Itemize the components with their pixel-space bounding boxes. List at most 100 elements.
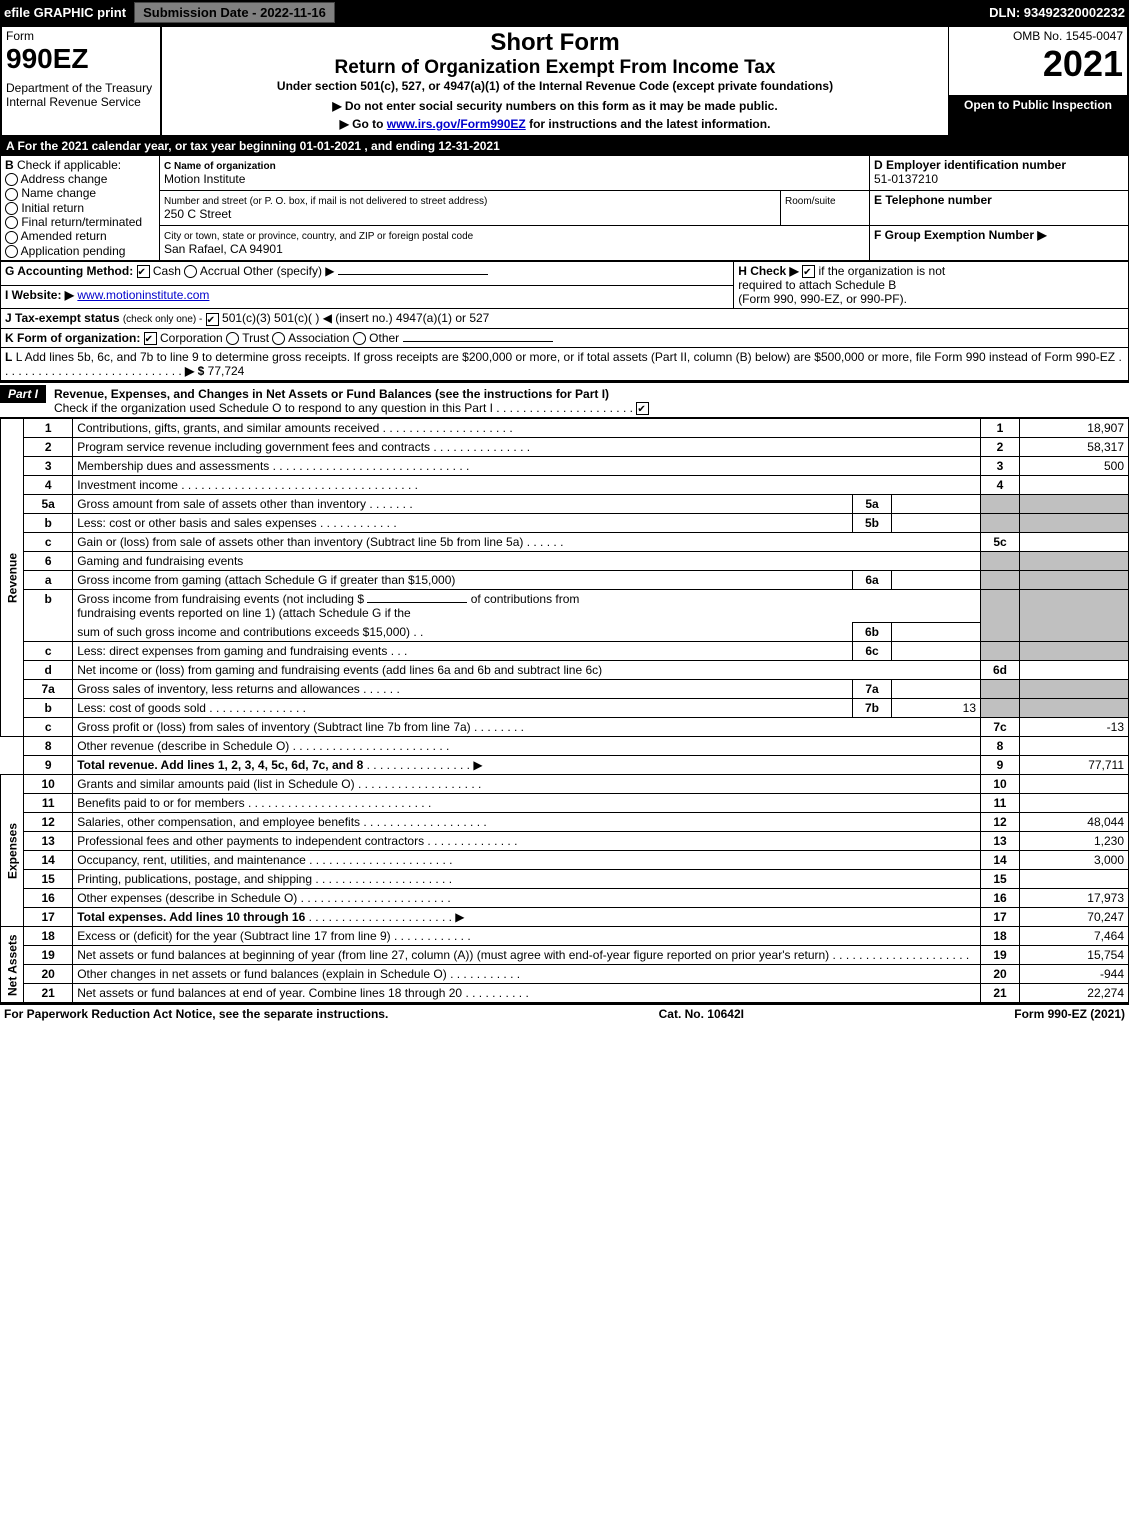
line-6a-subval xyxy=(892,571,981,590)
under-section: Under section 501(c), 527, or 4947(a)(1)… xyxy=(166,79,944,93)
line-6c-num: c xyxy=(24,642,73,661)
line-7a-sub: 7a xyxy=(853,680,892,699)
line-6-grey xyxy=(981,552,1020,571)
501c3-checkbox[interactable] xyxy=(206,313,219,326)
line-5a-subval xyxy=(892,495,981,514)
goto-prefix: ▶ Go to xyxy=(340,117,387,131)
line-11-ln: 11 xyxy=(981,794,1020,813)
section-l-arrow: ▶ $ xyxy=(185,364,204,378)
line-7c-val: -13 xyxy=(1020,718,1129,737)
line-7c-num: c xyxy=(24,718,73,737)
line-6c-grey-val xyxy=(1020,642,1129,661)
netassets-vertical-label: Net Assets xyxy=(1,927,24,1003)
line-15-num: 15 xyxy=(24,870,73,889)
h-checkbox[interactable] xyxy=(802,265,815,278)
line-6b-grey xyxy=(981,590,1020,642)
line-16-desc: Other expenses (describe in Schedule O) xyxy=(77,891,297,905)
section-e-label: E Telephone number xyxy=(874,193,992,207)
trust-checkbox[interactable] xyxy=(226,332,239,345)
room-suite-label: Room/suite xyxy=(785,196,836,207)
line-5a-sub: 5a xyxy=(853,495,892,514)
website-link[interactable]: www.motioninstitute.com xyxy=(77,288,209,302)
address-change-checkbox[interactable] xyxy=(5,173,18,186)
irs-link[interactable]: www.irs.gov/Form990EZ xyxy=(387,117,526,131)
line-1-num: 1 xyxy=(24,419,73,438)
line-3-desc: Membership dues and assessments xyxy=(77,459,269,473)
line-6b-input[interactable] xyxy=(367,602,467,603)
line-19-val: 15,754 xyxy=(1020,946,1129,965)
line-6c-grey xyxy=(981,642,1020,661)
section-b-label: B xyxy=(5,158,14,172)
line-19-desc: Net assets or fund balances at beginning… xyxy=(77,948,829,962)
line-6b-desc3: fundraising events reported on line 1) (… xyxy=(77,606,411,620)
line-6a-grey xyxy=(981,571,1020,590)
footer-left: For Paperwork Reduction Act Notice, see … xyxy=(4,1007,388,1021)
line-6-grey-val xyxy=(1020,552,1129,571)
line-17-desc: Total expenses. Add lines 10 through 16 xyxy=(77,910,305,924)
line-6c-subval xyxy=(892,642,981,661)
section-h-line1b: if the organization is not xyxy=(818,264,945,278)
line-21-ln: 21 xyxy=(981,984,1020,1003)
section-h-line1: H Check ▶ xyxy=(738,264,802,278)
accrual-checkbox[interactable] xyxy=(184,265,197,278)
line-13-num: 13 xyxy=(24,832,73,851)
final-return-checkbox[interactable] xyxy=(5,216,18,229)
line-14-desc: Occupancy, rent, utilities, and maintena… xyxy=(77,853,306,867)
initial-return-checkbox[interactable] xyxy=(5,202,18,215)
line-18-desc: Excess or (deficit) for the year (Subtra… xyxy=(77,929,390,943)
line-5a-grey-val xyxy=(1020,495,1129,514)
main-title: Return of Organization Exempt From Incom… xyxy=(166,57,944,79)
line-5b-grey xyxy=(981,514,1020,533)
part1-check-text: Check if the organization used Schedule … xyxy=(54,401,493,415)
line-7c-ln: 7c xyxy=(981,718,1020,737)
other-specify-input[interactable] xyxy=(338,274,488,275)
amended-return-checkbox[interactable] xyxy=(5,231,18,244)
association-checkbox[interactable] xyxy=(272,332,285,345)
application-pending-checkbox[interactable] xyxy=(5,245,18,258)
org-address: 250 C Street xyxy=(164,207,231,221)
name-change-checkbox[interactable] xyxy=(5,188,18,201)
line-6b-desc4: sum of such gross income and contributio… xyxy=(77,625,410,639)
open-public-box: Open to Public Inspection xyxy=(949,95,1129,136)
line-7b-desc: Less: cost of goods sold xyxy=(77,701,206,715)
line-12-num: 12 xyxy=(24,813,73,832)
line-7a-desc: Gross sales of inventory, less returns a… xyxy=(77,682,360,696)
opt-corporation: Corporation xyxy=(160,331,223,345)
line-20-num: 20 xyxy=(24,965,73,984)
org-info-table: B Check if applicable: Address change Na… xyxy=(0,155,1129,261)
line-21-desc: Net assets or fund balances at end of ye… xyxy=(77,986,462,1000)
line-6b-desc1: Gross income from fundraising events (no… xyxy=(77,592,364,606)
line-14-ln: 14 xyxy=(981,851,1020,870)
line-7c-desc: Gross profit or (loss) from sales of inv… xyxy=(77,720,470,734)
opt-trust: Trust xyxy=(242,331,269,345)
line-16-val: 17,973 xyxy=(1020,889,1129,908)
section-h-line2: required to attach Schedule B xyxy=(738,278,896,292)
line-4-num: 4 xyxy=(24,476,73,495)
line-2-val: 58,317 xyxy=(1020,438,1129,457)
cash-checkbox[interactable] xyxy=(137,265,150,278)
line-4-ln: 4 xyxy=(981,476,1020,495)
submission-date-button[interactable]: Submission Date - 2022-11-16 xyxy=(134,2,335,23)
part1-schedule-o-checkbox[interactable] xyxy=(636,402,649,415)
form-number: 990EZ xyxy=(6,43,156,75)
opt-final-return: Final return/terminated xyxy=(21,215,142,229)
line-5b-sub: 5b xyxy=(853,514,892,533)
section-c-city-label: City or town, state or province, country… xyxy=(164,231,473,242)
line-2-ln: 2 xyxy=(981,438,1020,457)
line-5a-grey xyxy=(981,495,1020,514)
line-3-num: 3 xyxy=(24,457,73,476)
line-6a-grey-val xyxy=(1020,571,1129,590)
section-c-name-label: C Name of organization xyxy=(164,161,276,172)
line-4-desc: Investment income xyxy=(77,478,178,492)
line-6b-num: b xyxy=(24,590,73,642)
line-11-val xyxy=(1020,794,1129,813)
other-org-input[interactable] xyxy=(403,341,553,342)
ghijkl-table: G Accounting Method: Cash Accrual Other … xyxy=(0,261,1129,381)
other-specify-label: Other (specify) ▶ xyxy=(243,264,334,278)
part1-header: Part I Revenue, Expenses, and Changes in… xyxy=(0,381,1129,418)
corporation-checkbox[interactable] xyxy=(144,332,157,345)
omb-label: OMB No. 1545-0047 xyxy=(953,29,1123,43)
line-6c-sub: 6c xyxy=(853,642,892,661)
other-org-checkbox[interactable] xyxy=(353,332,366,345)
irs-label: Internal Revenue Service xyxy=(6,95,156,109)
